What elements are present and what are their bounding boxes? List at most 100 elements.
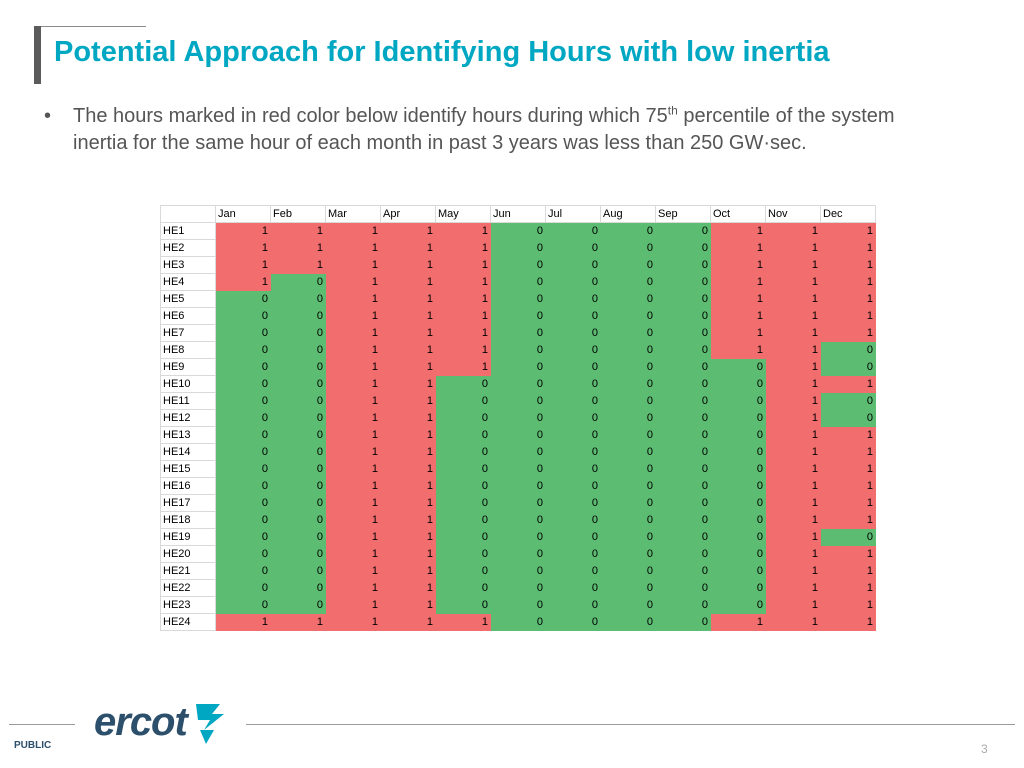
ercot-logo: ercot bbox=[94, 700, 188, 744]
table-cell: 1 bbox=[710, 273, 766, 291]
table-cell: 0 bbox=[215, 562, 271, 580]
table-cell: 0 bbox=[600, 290, 656, 308]
table-cell: 0 bbox=[435, 511, 491, 529]
table-cell: 1 bbox=[710, 613, 766, 631]
table-cell: 1 bbox=[435, 222, 491, 240]
table-cell: 0 bbox=[490, 256, 546, 274]
table-cell: 0 bbox=[270, 443, 326, 461]
table-cell: 1 bbox=[325, 392, 381, 410]
table-cell: 1 bbox=[765, 596, 821, 614]
table-row: HE11 0 0 1 1 0 0 0 0 0 0 1 0 bbox=[160, 392, 876, 410]
table-cell: 1 bbox=[380, 613, 436, 631]
table-cell: 1 bbox=[380, 562, 436, 580]
table-cell: 0 bbox=[270, 409, 326, 427]
table-cell: 1 bbox=[380, 222, 436, 240]
table-cell: 0 bbox=[545, 460, 601, 478]
table-cell: 1 bbox=[710, 324, 766, 342]
table-cell: 0 bbox=[820, 341, 876, 359]
table-cell: 1 bbox=[765, 511, 821, 529]
table-cell: 1 bbox=[325, 375, 381, 393]
bullet-text-part2: percentile of the system inertia for the… bbox=[73, 105, 895, 154]
table-cell: 0 bbox=[655, 426, 711, 444]
table-cell: 1 bbox=[765, 409, 821, 427]
table-cell: 1 bbox=[325, 409, 381, 427]
table-cell: 0 bbox=[490, 375, 546, 393]
table-cell: 0 bbox=[545, 477, 601, 495]
table-cell: 0 bbox=[655, 545, 711, 563]
table-cell: 0 bbox=[545, 494, 601, 512]
table-cell: 1 bbox=[380, 511, 436, 529]
table-cell: 0 bbox=[600, 613, 656, 631]
table-cell: 0 bbox=[655, 460, 711, 478]
table-cell: 0 bbox=[270, 494, 326, 512]
table-cell: 0 bbox=[655, 494, 711, 512]
slide-title: Potential Approach for Identifying Hours… bbox=[54, 36, 830, 68]
table-cell: 0 bbox=[655, 392, 711, 410]
table-cell: 0 bbox=[600, 562, 656, 580]
hour-label: HE15 bbox=[160, 460, 216, 478]
table-cell: 1 bbox=[710, 290, 766, 308]
hour-label: HE5 bbox=[160, 290, 216, 308]
table-cell: 1 bbox=[820, 613, 876, 631]
table-cell: 0 bbox=[490, 273, 546, 291]
hour-label: HE23 bbox=[160, 596, 216, 614]
page-number: 3 bbox=[981, 742, 988, 756]
table-cell: 1 bbox=[380, 358, 436, 376]
table-cell: 0 bbox=[820, 409, 876, 427]
hour-label: HE17 bbox=[160, 494, 216, 512]
table-cell: 0 bbox=[655, 596, 711, 614]
table-cell: 1 bbox=[820, 596, 876, 614]
month-header: May bbox=[435, 205, 491, 223]
table-cell: 1 bbox=[270, 613, 326, 631]
table-cell: 1 bbox=[820, 426, 876, 444]
table-cell: 1 bbox=[215, 613, 271, 631]
table-cell: 1 bbox=[325, 341, 381, 359]
table-cell: 1 bbox=[435, 324, 491, 342]
table-cell: 0 bbox=[600, 494, 656, 512]
table-cell: 0 bbox=[490, 511, 546, 529]
table-cell: 0 bbox=[435, 562, 491, 580]
table-cell: 0 bbox=[710, 562, 766, 580]
table-cell: 0 bbox=[270, 273, 326, 291]
table-cell: 0 bbox=[655, 409, 711, 427]
table-cell: 1 bbox=[765, 239, 821, 257]
table-cell: 1 bbox=[380, 460, 436, 478]
table-cell: 1 bbox=[380, 596, 436, 614]
month-header: Jul bbox=[545, 205, 601, 223]
table-cell: 1 bbox=[765, 477, 821, 495]
table-cell: 1 bbox=[325, 273, 381, 291]
table-cell: 0 bbox=[655, 562, 711, 580]
footer-divider-right bbox=[246, 724, 1015, 725]
public-label: PUBLIC bbox=[14, 740, 52, 751]
hour-label: HE2 bbox=[160, 239, 216, 257]
hour-label: HE3 bbox=[160, 256, 216, 274]
table-cell: 0 bbox=[600, 307, 656, 325]
table-cell: 1 bbox=[325, 358, 381, 376]
table-cell: 0 bbox=[655, 443, 711, 461]
table-cell: 0 bbox=[600, 596, 656, 614]
table-cell: 1 bbox=[710, 239, 766, 257]
table-cell: 0 bbox=[545, 545, 601, 563]
table-cell: 1 bbox=[765, 222, 821, 240]
ercot-star-icon bbox=[196, 704, 224, 744]
table-cell: 0 bbox=[215, 494, 271, 512]
month-header: Oct bbox=[710, 205, 766, 223]
table-cell: 0 bbox=[435, 426, 491, 444]
table-cell: 0 bbox=[545, 375, 601, 393]
table-cell: 0 bbox=[600, 511, 656, 529]
table-cell: 1 bbox=[765, 494, 821, 512]
table-cell: 0 bbox=[270, 324, 326, 342]
table-cell: 0 bbox=[270, 392, 326, 410]
table-cell: 0 bbox=[215, 307, 271, 325]
table-cell: 1 bbox=[820, 443, 876, 461]
table-cell: 1 bbox=[325, 528, 381, 546]
table-cell: 0 bbox=[545, 341, 601, 359]
table-cell: 1 bbox=[435, 273, 491, 291]
table-cell: 0 bbox=[270, 460, 326, 478]
table-cell: 0 bbox=[435, 443, 491, 461]
table-cell: 0 bbox=[490, 562, 546, 580]
table-cell: 1 bbox=[325, 579, 381, 597]
table-cell: 0 bbox=[600, 239, 656, 257]
table-cell: 1 bbox=[820, 494, 876, 512]
table-cell: 0 bbox=[655, 375, 711, 393]
